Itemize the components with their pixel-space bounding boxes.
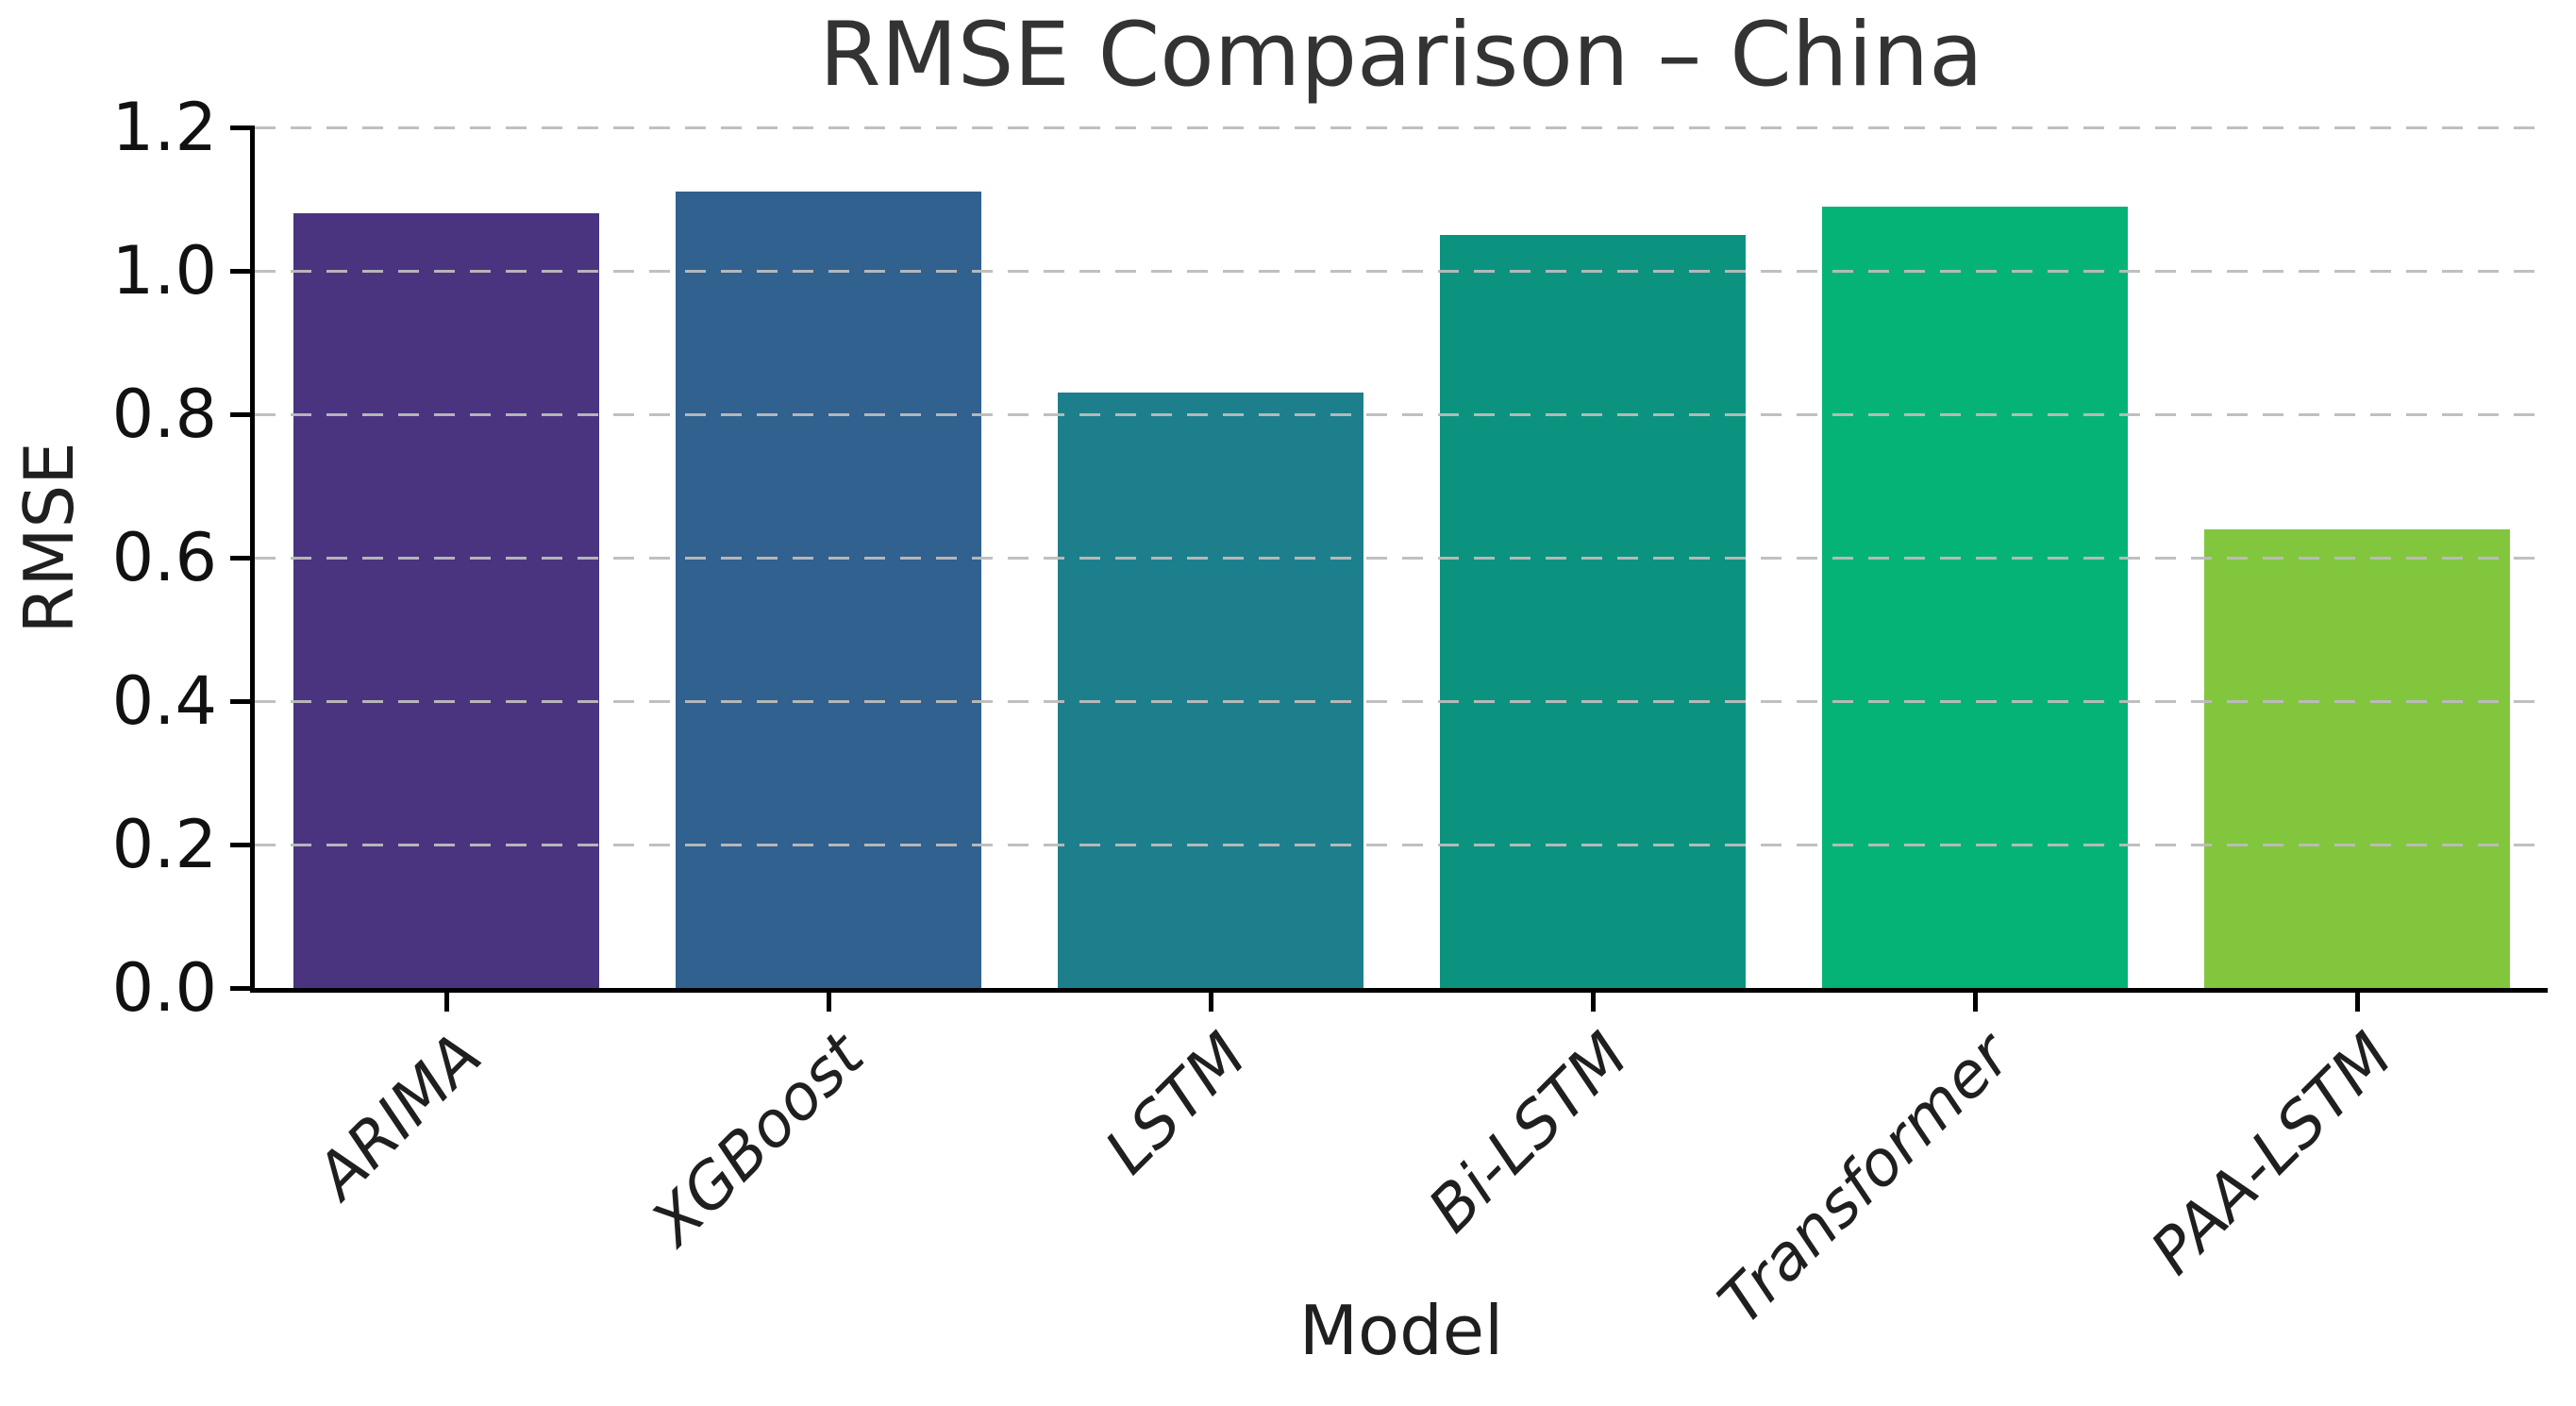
x-tick-mark-arima bbox=[443, 993, 449, 1012]
y-tick-mark-1.0 bbox=[230, 269, 255, 274]
y-tick-label-1.2: 1.2 bbox=[111, 89, 217, 166]
x-tick-label-lstm: LSTM bbox=[1091, 1019, 1260, 1188]
y-tick-label-0.4: 0.4 bbox=[111, 662, 217, 740]
x-tick-mark-bi-lstm bbox=[1590, 993, 1596, 1012]
y-tick-label-0.6: 0.6 bbox=[111, 519, 217, 596]
gridline-y-0.4 bbox=[255, 700, 2548, 703]
y-tick-mark-0.6 bbox=[230, 556, 255, 561]
x-tick-mark-paa-lstm bbox=[2354, 993, 2360, 1012]
x-axis-label: Model bbox=[1298, 1291, 1504, 1370]
y-tick-label-0.0: 0.0 bbox=[111, 949, 217, 1027]
bar-paa-lstm bbox=[2203, 529, 2510, 988]
gridline-y-0.6 bbox=[255, 557, 2548, 560]
x-tick-label-bi-lstm: Bi-LSTM bbox=[1414, 1019, 1642, 1247]
y-tick-mark-0.4 bbox=[230, 699, 255, 704]
y-tick-mark-1.2 bbox=[230, 126, 255, 130]
bar-lstm bbox=[1057, 393, 1363, 988]
x-tick-mark-transformer bbox=[1972, 993, 1978, 1012]
y-tick-label-1.0: 1.0 bbox=[111, 232, 217, 310]
y-tick-mark-0.0 bbox=[230, 986, 255, 991]
bar-bi-lstm bbox=[1439, 235, 1746, 988]
y-tick-label-0.8: 0.8 bbox=[111, 376, 217, 453]
bar-xgboost bbox=[675, 192, 981, 988]
x-tick-label-paa-lstm: PAA-LSTM bbox=[2136, 1019, 2406, 1289]
x-tick-mark-lstm bbox=[1208, 993, 1213, 1012]
gridline-y-1.0 bbox=[255, 270, 2548, 273]
bar-transformer bbox=[1821, 207, 2128, 988]
bar-arima bbox=[293, 213, 599, 988]
chart-title: RMSE Comparison – China bbox=[819, 4, 1983, 107]
x-tick-label-xgboost: XGBoost bbox=[637, 1019, 878, 1260]
plot-area bbox=[250, 126, 2548, 993]
x-tick-mark-xgboost bbox=[826, 993, 831, 1012]
gridline-y-0.8 bbox=[255, 413, 2548, 416]
x-tick-label-arima: ARIMA bbox=[302, 1019, 495, 1213]
y-tick-label-0.2: 0.2 bbox=[111, 806, 217, 883]
gridline-y-0.2 bbox=[255, 844, 2548, 846]
y-tick-mark-0.2 bbox=[230, 843, 255, 847]
gridline-y-1.2 bbox=[255, 126, 2548, 129]
y-tick-mark-0.8 bbox=[230, 412, 255, 417]
